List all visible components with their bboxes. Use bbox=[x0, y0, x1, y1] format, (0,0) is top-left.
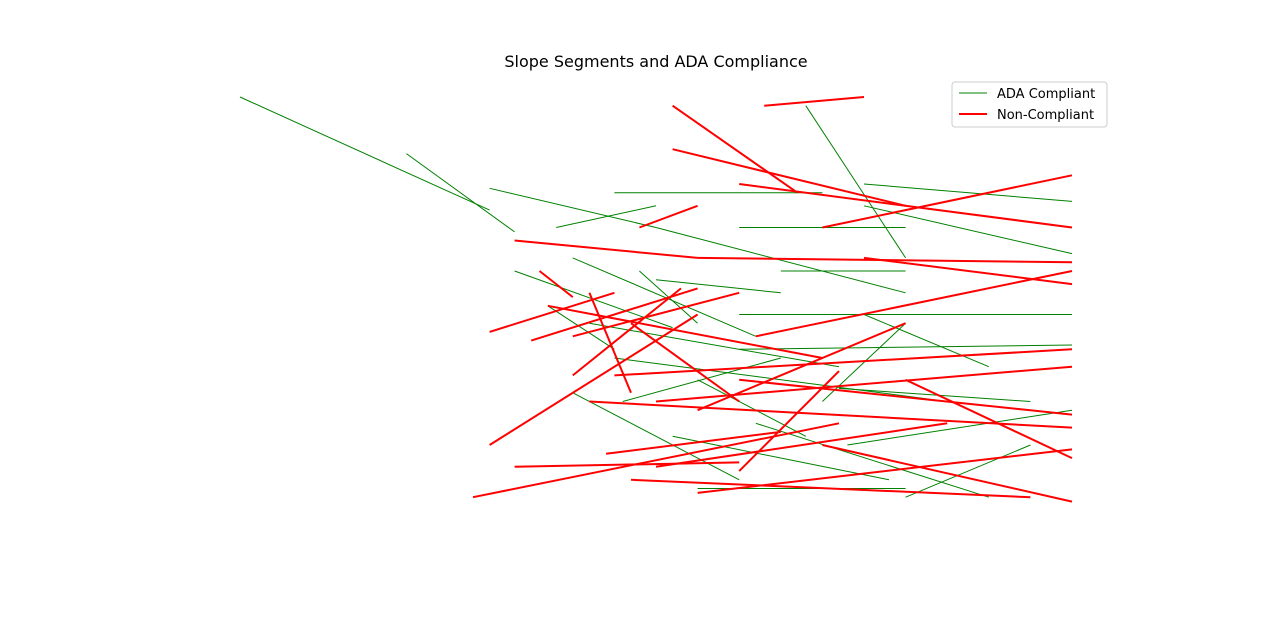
segment-compliant-14 bbox=[755, 422, 989, 498]
segment-compliant-3 bbox=[655, 227, 906, 294]
segment-compliant-2 bbox=[489, 187, 657, 228]
segment-non-compliant-26 bbox=[639, 204, 698, 229]
plot-area bbox=[239, 96, 1073, 503]
chart-title: Slope Segments and ADA Compliance bbox=[504, 52, 807, 71]
segment-non-compliant-21 bbox=[764, 96, 865, 107]
segment-compliant-6 bbox=[572, 392, 740, 481]
segment-compliant-24 bbox=[905, 444, 1031, 498]
segment-non-compliant-8 bbox=[572, 287, 682, 377]
segment-compliant-15 bbox=[838, 387, 1031, 402]
segment-non-compliant-27 bbox=[588, 292, 632, 394]
segment-non-compliant-4 bbox=[547, 304, 823, 359]
segment-non-compliant-17 bbox=[863, 256, 1073, 286]
segment-compliant-13 bbox=[739, 344, 1073, 350]
segment-non-compliant-19 bbox=[822, 444, 1073, 503]
segment-compliant-19 bbox=[614, 357, 948, 402]
segment-compliant-22 bbox=[622, 357, 781, 402]
segment-compliant-21 bbox=[697, 379, 807, 437]
segment-compliant-17 bbox=[655, 279, 781, 294]
legend-frame bbox=[951, 81, 1108, 128]
segment-compliant-5 bbox=[547, 305, 615, 350]
segment-non-compliant-32 bbox=[514, 461, 740, 468]
legend-label-ada-compliant: ADA Compliant bbox=[997, 87, 1095, 102]
segment-non-compliant-18 bbox=[739, 378, 1073, 416]
segment-compliant-18 bbox=[589, 322, 840, 368]
segment-non-compliant-12 bbox=[655, 365, 1073, 403]
segment-compliant-7 bbox=[572, 257, 756, 337]
series-non-compliant bbox=[472, 96, 1073, 503]
segment-compliant-1 bbox=[406, 153, 515, 233]
segment-compliant-0 bbox=[239, 96, 490, 211]
segment-non-compliant-9 bbox=[630, 322, 740, 403]
segment-non-compliant-0 bbox=[672, 104, 798, 194]
segment-compliant-20 bbox=[672, 435, 890, 481]
segment-non-compliant-16 bbox=[739, 183, 1073, 229]
segment-non-compliant-20 bbox=[905, 378, 1073, 460]
segment-compliant-16 bbox=[847, 409, 1073, 446]
segment-compliant-26 bbox=[556, 205, 657, 228]
segment-non-compliant-14 bbox=[755, 270, 1073, 338]
segment-non-compliant-2 bbox=[514, 239, 698, 259]
segment-non-compliant-5 bbox=[572, 291, 740, 338]
segment-non-compliant-24 bbox=[489, 313, 699, 446]
segment-non-compliant-30 bbox=[605, 430, 781, 455]
segment-non-compliant-10 bbox=[472, 422, 840, 499]
segment-compliant-9 bbox=[805, 105, 907, 259]
segment-non-compliant-6 bbox=[589, 400, 1073, 429]
segment-non-compliant-28 bbox=[738, 370, 840, 472]
segment-compliant-30 bbox=[822, 322, 906, 402]
segment-non-compliant-25 bbox=[538, 270, 574, 298]
series-ada-compliant bbox=[239, 96, 1073, 498]
legend: ADA Compliant Non-Compliant bbox=[951, 81, 1108, 128]
segment-non-compliant-23 bbox=[489, 291, 615, 333]
segment-compliant-23 bbox=[863, 314, 989, 368]
legend-label-non-compliant: Non-Compliant bbox=[997, 108, 1094, 123]
segment-non-compliant-15 bbox=[822, 174, 1073, 229]
segment-non-compliant-22 bbox=[655, 422, 948, 468]
segment-non-compliant-13 bbox=[697, 322, 906, 412]
segment-compliant-10 bbox=[863, 183, 1073, 202]
segment-non-compliant-1 bbox=[672, 148, 906, 207]
segment-compliant-11 bbox=[863, 205, 1073, 255]
segment-non-compliant-31 bbox=[630, 478, 1031, 499]
segment-non-compliant-11 bbox=[614, 348, 1073, 377]
